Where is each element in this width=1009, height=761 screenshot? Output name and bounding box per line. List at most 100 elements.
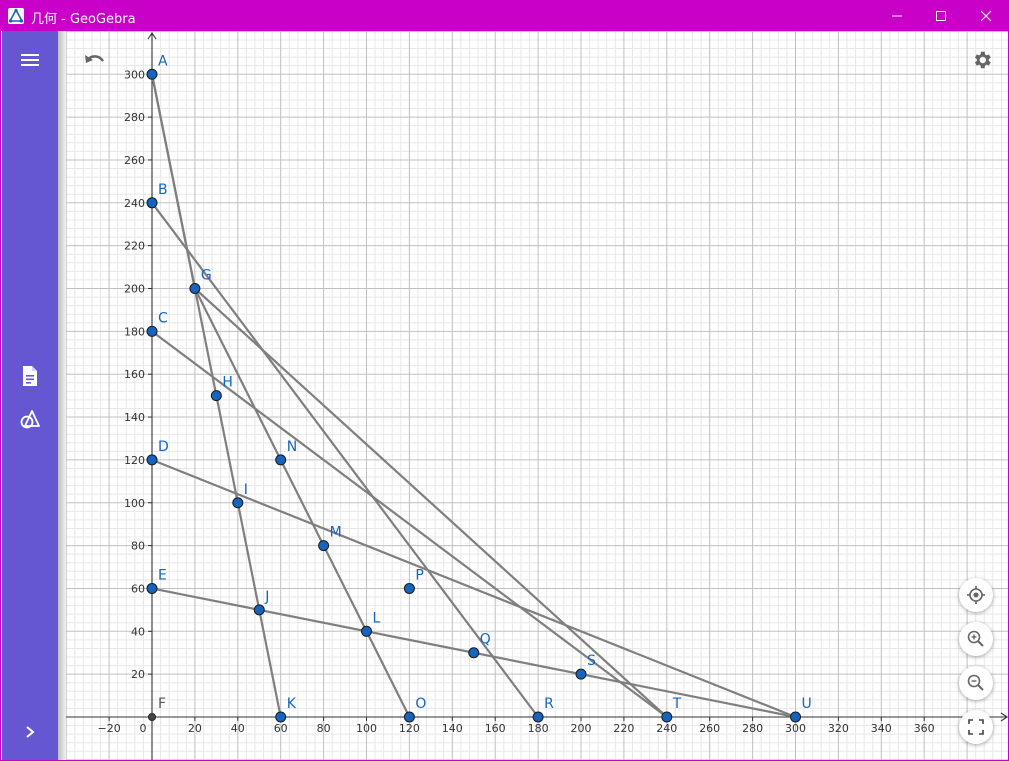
- segment-ag[interactable]: [150, 73, 196, 290]
- x-axis-arrow-icon: [1000, 712, 1008, 722]
- chevron-right-icon: [26, 726, 35, 738]
- x-tick-label: 180: [528, 722, 549, 735]
- fullscreen-icon: [968, 719, 984, 735]
- point-label-l: L: [373, 610, 381, 626]
- zoom-out-button[interactable]: [959, 666, 993, 700]
- point-d[interactable]: [146, 454, 158, 466]
- segments: [150, 73, 797, 719]
- point-n[interactable]: [275, 454, 287, 466]
- segment-du[interactable]: [150, 458, 797, 719]
- y-tick-label: 200: [124, 283, 145, 296]
- x-tick-label: 320: [828, 722, 849, 735]
- close-icon: [980, 10, 992, 22]
- close-button[interactable]: [963, 1, 1008, 31]
- point-label-b: B: [158, 182, 168, 198]
- x-tick-label: 280: [742, 722, 763, 735]
- segment-gt[interactable]: [193, 287, 668, 719]
- y-tick-label: 260: [124, 154, 145, 167]
- point-label-t: T: [672, 696, 682, 712]
- point-j[interactable]: [253, 604, 265, 616]
- point-b[interactable]: [146, 197, 158, 209]
- x-tick-label: 0: [140, 722, 147, 735]
- x-tick-label: 300: [785, 722, 806, 735]
- point-u[interactable]: [790, 711, 801, 723]
- point-label-h: H: [222, 375, 233, 391]
- point-label-m: M: [330, 525, 342, 541]
- tools-button[interactable]: [16, 405, 44, 433]
- x-tick-label: 40: [231, 722, 245, 735]
- point-g[interactable]: [189, 283, 201, 294]
- standard-view-button[interactable]: [959, 578, 993, 612]
- window-title: 几何 - GeoGebra: [31, 12, 136, 27]
- menu-button[interactable]: [16, 46, 44, 74]
- segment-ct[interactable]: [150, 330, 668, 719]
- segment-go[interactable]: [193, 287, 411, 719]
- x-tick-label: 360: [914, 722, 935, 735]
- zoom-in-button[interactable]: [959, 622, 993, 656]
- y-tick-label: 60: [131, 582, 145, 595]
- point-p[interactable]: [403, 582, 415, 594]
- x-tick-label: 160: [485, 722, 506, 735]
- point-l[interactable]: [361, 625, 372, 637]
- y-tick-label: 280: [124, 111, 145, 124]
- major-grid: [66, 31, 1008, 760]
- point-f[interactable]: [148, 713, 157, 722]
- point-o[interactable]: [403, 711, 415, 723]
- x-tick-label: 340: [871, 722, 892, 735]
- point-label-o: O: [415, 696, 426, 712]
- minimize-button[interactable]: [874, 1, 920, 31]
- gear-icon: [974, 51, 991, 69]
- point-label-q: Q: [480, 632, 491, 648]
- y-tick-label: 220: [124, 240, 145, 253]
- point-r[interactable]: [532, 711, 544, 723]
- y-tick-label: 40: [131, 625, 145, 638]
- menu-icon: [21, 54, 39, 66]
- point-label-c: C: [158, 310, 168, 326]
- point-t[interactable]: [661, 711, 673, 723]
- points: A B C D E F G H I J K L M N O P Q R S T U: [146, 53, 812, 723]
- x-tick-label: 260: [699, 722, 720, 735]
- axes: [66, 32, 1008, 760]
- maximize-button[interactable]: [918, 1, 964, 31]
- tools-icon: [20, 410, 40, 429]
- x-tick-label: 20: [188, 722, 202, 735]
- y-tick-label: 140: [124, 411, 145, 424]
- point-m[interactable]: [318, 540, 330, 552]
- expand-sidebar-button[interactable]: [16, 718, 44, 746]
- x-tick-label: 140: [442, 722, 463, 735]
- point-c[interactable]: [146, 325, 158, 337]
- point-label-u: U: [802, 696, 812, 712]
- y-tick-label: 20: [131, 668, 145, 681]
- tick-labels: −20 0 20 40 60 80 100 120 140 160 180 200 220 240 260 2…: [97, 68, 934, 735]
- sidebar: [2, 31, 58, 760]
- point-label-n: N: [287, 439, 297, 455]
- settings-button[interactable]: [967, 45, 997, 75]
- point-h[interactable]: [210, 390, 222, 402]
- point-e[interactable]: [146, 582, 158, 594]
- y-tick-label: 120: [124, 454, 145, 467]
- undo-button[interactable]: [81, 47, 109, 75]
- graph-canvas[interactable]: −20 0 20 40 60 80 100 120 140 160 180 200 220 240 260 2…: [66, 31, 1009, 761]
- fullscreen-button[interactable]: [959, 710, 993, 744]
- point-i[interactable]: [232, 497, 244, 509]
- title-bar[interactable]: 几何 - GeoGebra: [1, 1, 1008, 31]
- x-tick-label: 100: [356, 722, 377, 735]
- y-tick-label: 180: [124, 325, 145, 338]
- x-tick-label: 80: [317, 722, 331, 735]
- point-label-e: E: [158, 567, 167, 583]
- point-label-i: I: [244, 482, 248, 498]
- y-axis-arrow-icon: [147, 32, 157, 40]
- point-label-d: D: [158, 439, 169, 455]
- graphics-view[interactable]: −20 0 20 40 60 80 100 120 140 160 180 200 220 240 260 2…: [66, 31, 1009, 761]
- point-q[interactable]: [468, 647, 480, 659]
- point-label-a: A: [158, 53, 168, 69]
- point-s[interactable]: [575, 668, 587, 680]
- y-tick-label: 100: [124, 497, 145, 510]
- minimize-icon: [892, 15, 902, 17]
- point-k[interactable]: [275, 711, 287, 723]
- sidebar-divider: [58, 31, 66, 760]
- segment-br[interactable]: [150, 201, 540, 719]
- algebra-view-button[interactable]: [16, 362, 44, 390]
- point-a[interactable]: [146, 68, 158, 80]
